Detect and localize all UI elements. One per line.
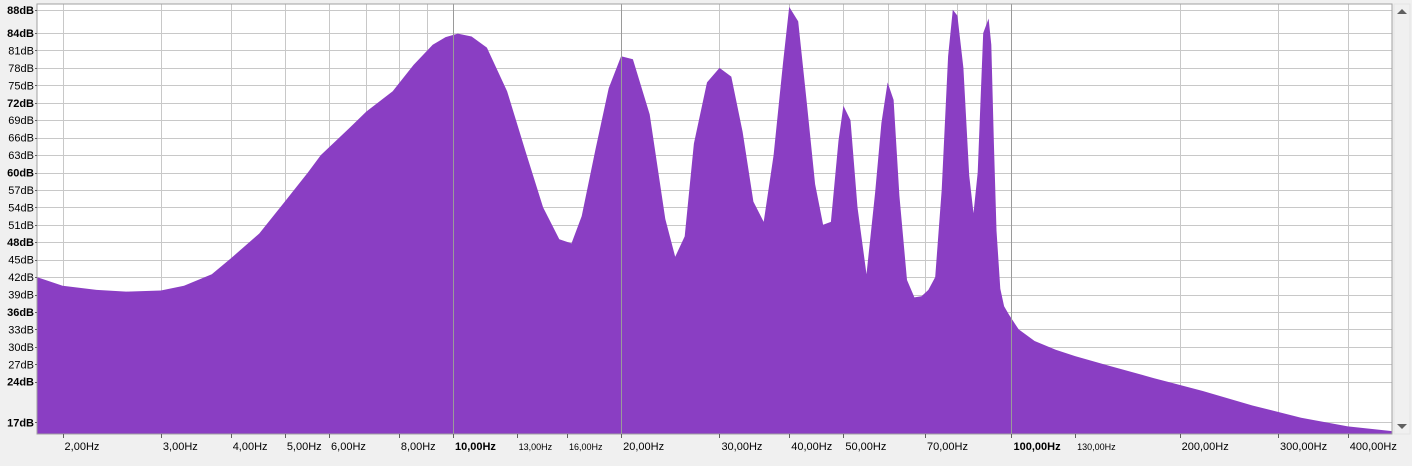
vertical-scrollbar[interactable]: [1393, 3, 1411, 435]
x-tick-label: 3,00Hz: [163, 441, 198, 453]
y-tick-label: 88dB: [7, 5, 34, 17]
y-tick-label: 24dB: [7, 377, 34, 389]
x-tick-label: 300,00Hz: [1280, 441, 1327, 453]
y-axis-labels: 88dB 84dB 81dB 78dB 75dB 72dB 69dB 66dB 63dB 60dB…: [7, 5, 37, 429]
x-tick-label: 200,00Hz: [1182, 441, 1229, 453]
y-tick-label: 75dB: [8, 80, 34, 92]
y-tick-label: 27dB: [8, 359, 34, 371]
scrollbar-track[interactable]: [1393, 3, 1411, 435]
x-tick-label: 100,00Hz: [1013, 441, 1061, 453]
x-tick-label: 10,00Hz: [455, 441, 496, 453]
y-tick-label: 45dB: [8, 255, 34, 267]
x-tick-label: 30,00Hz: [721, 441, 762, 453]
y-tick-label: 69dB: [8, 115, 34, 127]
x-tick-label: 16,00Hz: [569, 442, 603, 452]
y-tick-label: 81dB: [8, 45, 34, 57]
x-tick-label: 20,00Hz: [623, 441, 664, 453]
x-tick-label: 6,00Hz: [331, 441, 366, 453]
y-tick-label: 33dB: [8, 324, 34, 336]
x-tick-label: 8,00Hz: [401, 441, 436, 453]
x-tick-label: 400,00Hz: [1350, 441, 1397, 453]
y-tick-label: 39dB: [8, 290, 34, 302]
x-tick-label: 130,00Hz: [1077, 442, 1116, 452]
y-tick-label: 78dB: [8, 63, 34, 75]
y-tick-label: 42dB: [8, 272, 34, 284]
y-tick-label: 84dB: [7, 28, 34, 40]
plot-border: [36, 3, 1393, 435]
x-axis-labels: 2,00Hz 3,00Hz 4,00Hz 5,00Hz 6,00Hz 8,00Hz 10,0…: [63, 434, 1397, 453]
y-tick-label: 72dB: [7, 98, 34, 110]
y-tick-label: 17dB: [7, 417, 34, 429]
x-tick-label: 2,00Hz: [65, 441, 100, 453]
x-tick-label: 13,00Hz: [519, 442, 553, 452]
x-tick-label: 40,00Hz: [791, 441, 832, 453]
y-tick-label: 51dB: [8, 220, 34, 232]
y-tick-label: 36dB: [7, 307, 34, 319]
x-tick-label: 50,00Hz: [845, 441, 886, 453]
y-tick-label: 60dB: [7, 168, 34, 180]
scroll-up-arrow-icon[interactable]: [1397, 9, 1407, 14]
x-tick-label: 4,00Hz: [233, 441, 268, 453]
y-tick-label: 54dB: [8, 202, 34, 214]
y-tick-label: 30dB: [8, 342, 34, 354]
y-tick-label: 48dB: [7, 237, 34, 249]
y-tick-label: 66dB: [8, 133, 34, 145]
spectrum-area: [37, 6, 1392, 435]
x-tick-label: 70,00Hz: [927, 441, 968, 453]
x-tick-label: 5,00Hz: [287, 441, 322, 453]
major-grid: [453, 4, 1012, 434]
y-tick-label: 63dB: [8, 150, 34, 162]
y-tick-label: 57dB: [8, 185, 34, 197]
scroll-down-arrow-icon[interactable]: [1397, 424, 1407, 429]
